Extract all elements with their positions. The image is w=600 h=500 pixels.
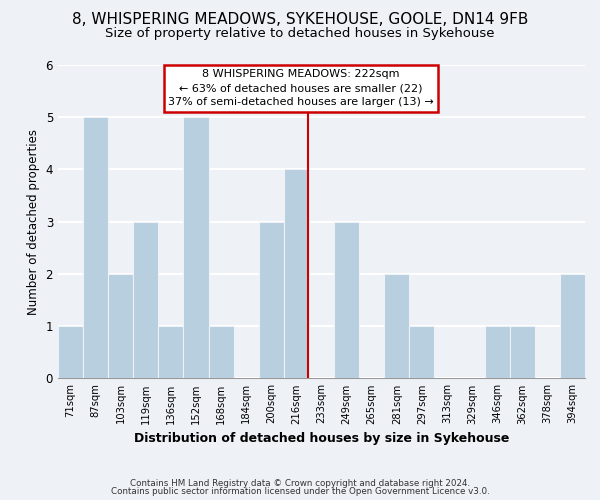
Text: 8, WHISPERING MEADOWS, SYKEHOUSE, GOOLE, DN14 9FB: 8, WHISPERING MEADOWS, SYKEHOUSE, GOOLE,… bbox=[72, 12, 528, 28]
Bar bbox=[384, 274, 409, 378]
Bar bbox=[209, 326, 233, 378]
Bar bbox=[409, 326, 434, 378]
Bar bbox=[259, 222, 284, 378]
Bar bbox=[209, 326, 233, 378]
Bar bbox=[133, 222, 158, 378]
Bar bbox=[409, 326, 434, 378]
Bar bbox=[334, 222, 359, 378]
Bar bbox=[510, 326, 535, 378]
Bar bbox=[485, 326, 510, 378]
Bar bbox=[485, 326, 510, 378]
Bar bbox=[184, 117, 209, 378]
Bar bbox=[284, 170, 309, 378]
Bar bbox=[560, 274, 585, 378]
Bar bbox=[510, 326, 535, 378]
Bar bbox=[184, 117, 209, 378]
Bar bbox=[334, 222, 359, 378]
Text: Contains public sector information licensed under the Open Government Licence v3: Contains public sector information licen… bbox=[110, 487, 490, 496]
Bar bbox=[83, 117, 108, 378]
Bar bbox=[58, 326, 83, 378]
Bar bbox=[158, 326, 184, 378]
Bar bbox=[259, 222, 284, 378]
Bar bbox=[133, 222, 158, 378]
Y-axis label: Number of detached properties: Number of detached properties bbox=[27, 128, 40, 314]
Text: 8 WHISPERING MEADOWS: 222sqm
← 63% of detached houses are smaller (22)
37% of se: 8 WHISPERING MEADOWS: 222sqm ← 63% of de… bbox=[168, 69, 434, 107]
Text: Size of property relative to detached houses in Sykehouse: Size of property relative to detached ho… bbox=[105, 28, 495, 40]
Bar bbox=[58, 326, 83, 378]
Bar bbox=[384, 274, 409, 378]
Bar bbox=[83, 117, 108, 378]
Bar bbox=[560, 274, 585, 378]
Bar bbox=[108, 274, 133, 378]
Bar bbox=[284, 170, 309, 378]
Bar bbox=[108, 274, 133, 378]
Bar bbox=[158, 326, 184, 378]
Text: Contains HM Land Registry data © Crown copyright and database right 2024.: Contains HM Land Registry data © Crown c… bbox=[130, 478, 470, 488]
X-axis label: Distribution of detached houses by size in Sykehouse: Distribution of detached houses by size … bbox=[134, 432, 509, 445]
